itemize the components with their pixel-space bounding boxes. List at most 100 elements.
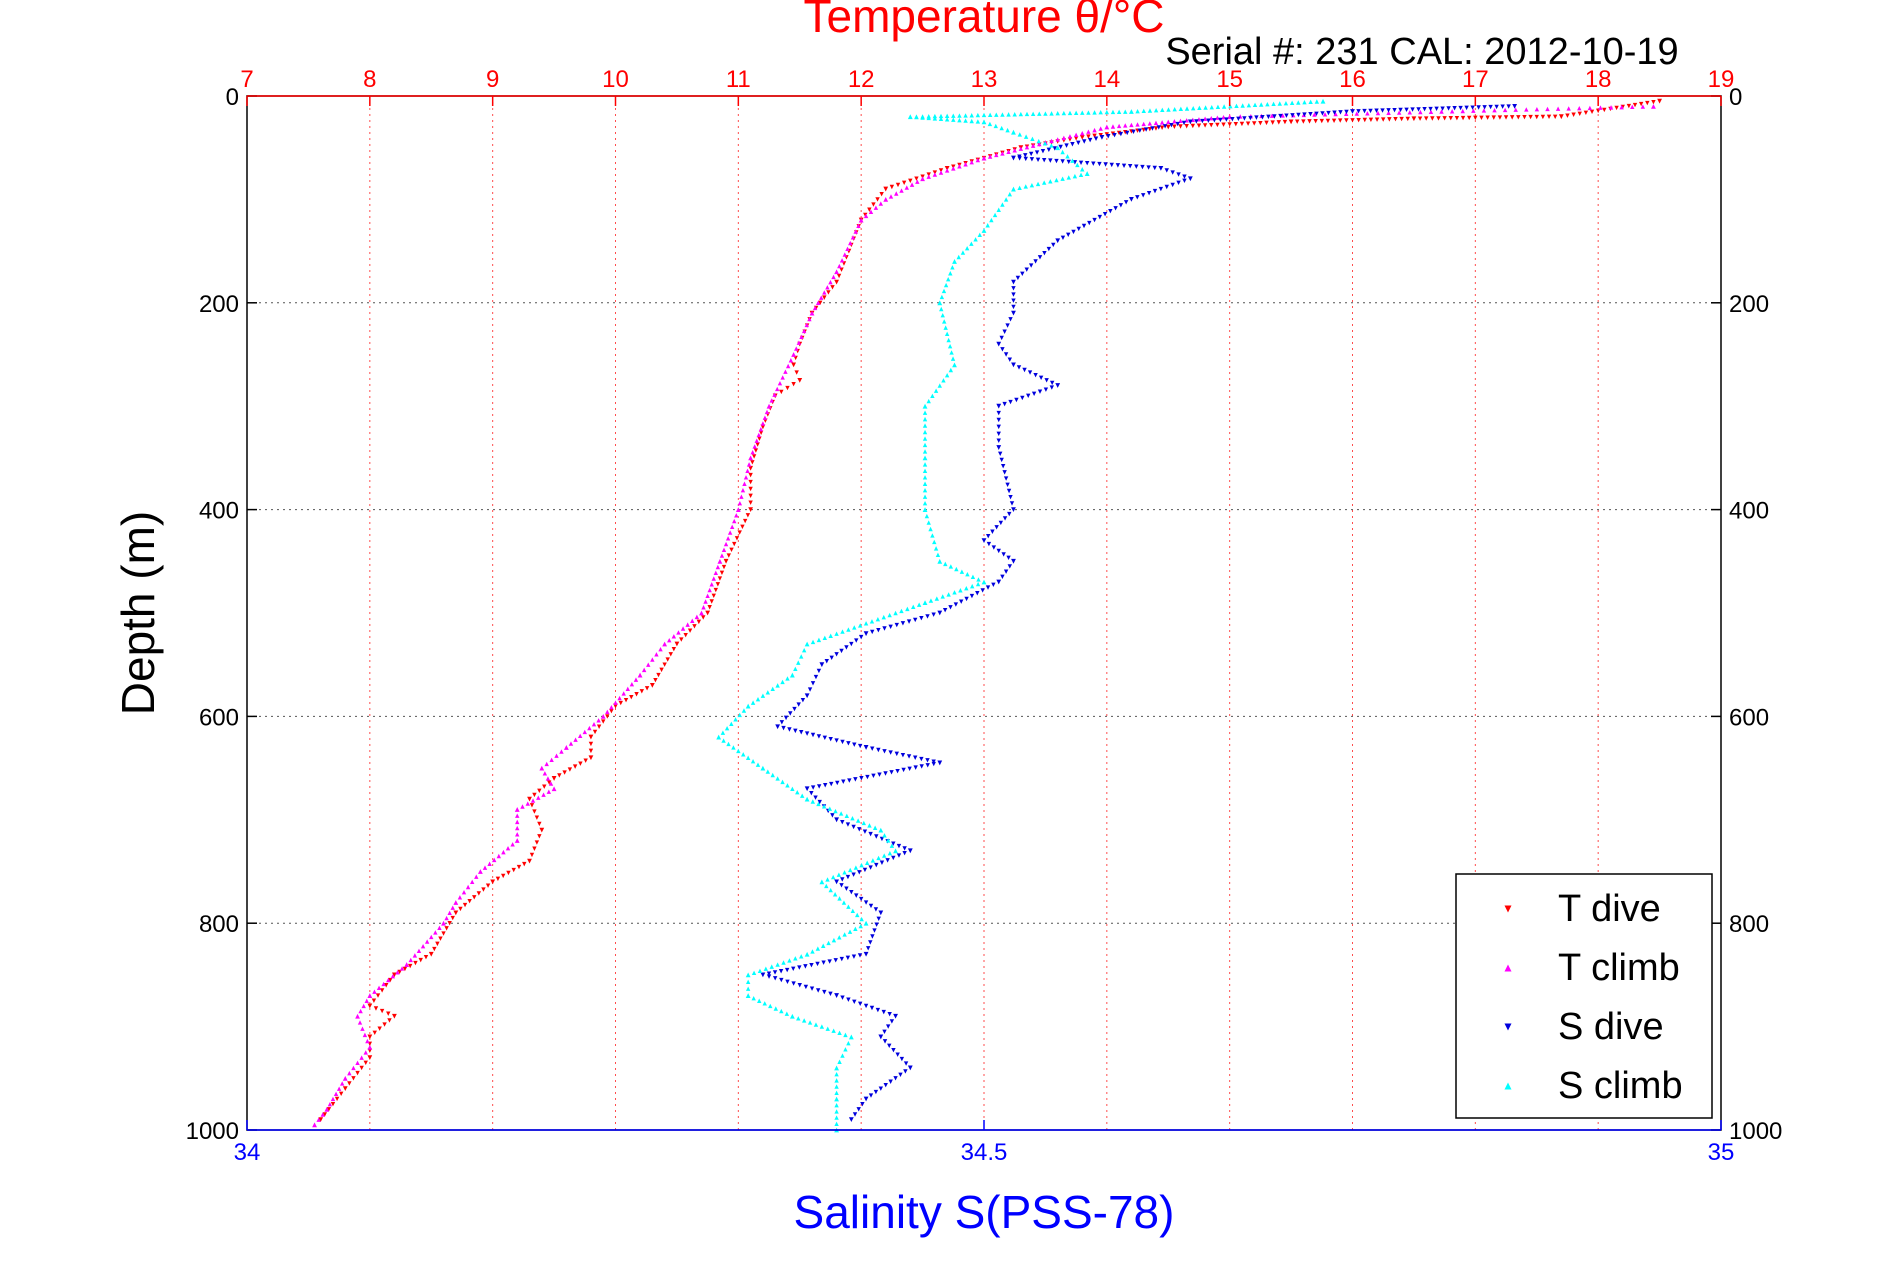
data-point xyxy=(413,960,418,966)
data-point xyxy=(1060,159,1065,164)
data-point xyxy=(799,334,804,339)
data-point xyxy=(889,1019,895,1024)
data-point xyxy=(975,112,981,118)
data-point xyxy=(1110,109,1116,115)
data-point xyxy=(1118,131,1124,137)
data-point xyxy=(851,872,856,877)
data-point xyxy=(1006,149,1011,155)
data-point xyxy=(339,1081,345,1086)
data-point xyxy=(848,240,853,246)
data-point xyxy=(367,1055,373,1061)
top-axis-tick-label: 17 xyxy=(1462,66,1489,93)
data-point xyxy=(457,895,463,900)
data-point xyxy=(1162,124,1168,129)
data-point xyxy=(834,1121,839,1126)
data-point xyxy=(1030,136,1035,142)
data-point xyxy=(1354,111,1359,116)
data-point xyxy=(804,731,810,736)
top-axis-tick-label: 12 xyxy=(848,66,875,93)
data-point xyxy=(1000,151,1005,156)
data-point xyxy=(1428,106,1433,112)
data-point xyxy=(1545,106,1550,112)
data-point xyxy=(842,252,847,257)
data-point xyxy=(1060,176,1065,181)
data-point xyxy=(813,674,819,680)
data-point xyxy=(1033,259,1038,264)
data-point xyxy=(894,191,899,196)
data-point xyxy=(742,481,747,486)
data-point xyxy=(542,784,547,789)
data-point xyxy=(367,1003,373,1009)
data-point xyxy=(334,1096,340,1102)
data-point xyxy=(482,865,488,870)
data-point xyxy=(964,596,969,602)
data-point xyxy=(1131,129,1136,135)
data-point xyxy=(1011,310,1016,316)
data-point xyxy=(1037,141,1042,147)
data-point xyxy=(705,593,710,598)
data-point xyxy=(891,1048,896,1053)
data-point xyxy=(505,846,511,851)
data-point xyxy=(996,579,1002,585)
data-point xyxy=(1152,165,1157,171)
data-point xyxy=(472,895,477,900)
data-point xyxy=(709,582,714,587)
data-point xyxy=(882,749,887,754)
data-point xyxy=(1424,116,1429,121)
x-axis-label: Salinity S(PSS-78) xyxy=(794,1186,1175,1238)
data-point xyxy=(996,207,1001,212)
data-point xyxy=(1632,102,1638,108)
data-point xyxy=(1080,131,1085,136)
top-axis-tick-label: 7 xyxy=(240,66,253,93)
data-point xyxy=(1002,329,1007,334)
data-point xyxy=(937,760,943,766)
data-point xyxy=(1027,370,1033,375)
data-point xyxy=(1172,124,1177,129)
data-point xyxy=(883,1082,888,1088)
data-point xyxy=(1037,255,1043,260)
data-point xyxy=(1080,110,1085,115)
data-point xyxy=(654,652,659,657)
data-point xyxy=(1103,162,1108,167)
data-point xyxy=(1387,117,1392,122)
data-point xyxy=(745,513,751,518)
data-point xyxy=(1092,110,1097,115)
data-point xyxy=(827,806,832,811)
data-point xyxy=(785,783,790,788)
data-point xyxy=(529,803,535,808)
data-point xyxy=(775,962,780,967)
data-point xyxy=(857,1001,863,1007)
data-point xyxy=(764,409,770,415)
data-point xyxy=(1587,105,1593,111)
data-point xyxy=(382,1022,387,1027)
data-point xyxy=(1608,105,1614,110)
data-point xyxy=(893,610,898,616)
data-point xyxy=(1331,118,1337,123)
data-point xyxy=(1035,157,1041,162)
data-point xyxy=(650,657,655,662)
data-point xyxy=(725,536,731,541)
data-point xyxy=(833,958,838,963)
data-point xyxy=(840,819,845,825)
data-point xyxy=(1175,121,1180,127)
data-point xyxy=(900,621,906,626)
data-point xyxy=(1030,111,1036,117)
data-point xyxy=(822,295,827,300)
data-point xyxy=(824,659,829,664)
data-point xyxy=(1011,279,1016,285)
data-point xyxy=(875,617,881,622)
data-point xyxy=(735,507,741,512)
data-point xyxy=(878,201,884,206)
data-point xyxy=(384,983,389,988)
data-point xyxy=(975,591,980,596)
data-point xyxy=(987,121,993,127)
data-point xyxy=(925,614,930,619)
data-point xyxy=(715,582,721,587)
data-point xyxy=(888,1079,893,1084)
data-point xyxy=(1049,111,1054,116)
data-point xyxy=(1073,136,1079,141)
data-point xyxy=(937,610,943,616)
data-point xyxy=(829,781,834,787)
data-point xyxy=(534,840,540,845)
data-point xyxy=(367,1044,373,1050)
